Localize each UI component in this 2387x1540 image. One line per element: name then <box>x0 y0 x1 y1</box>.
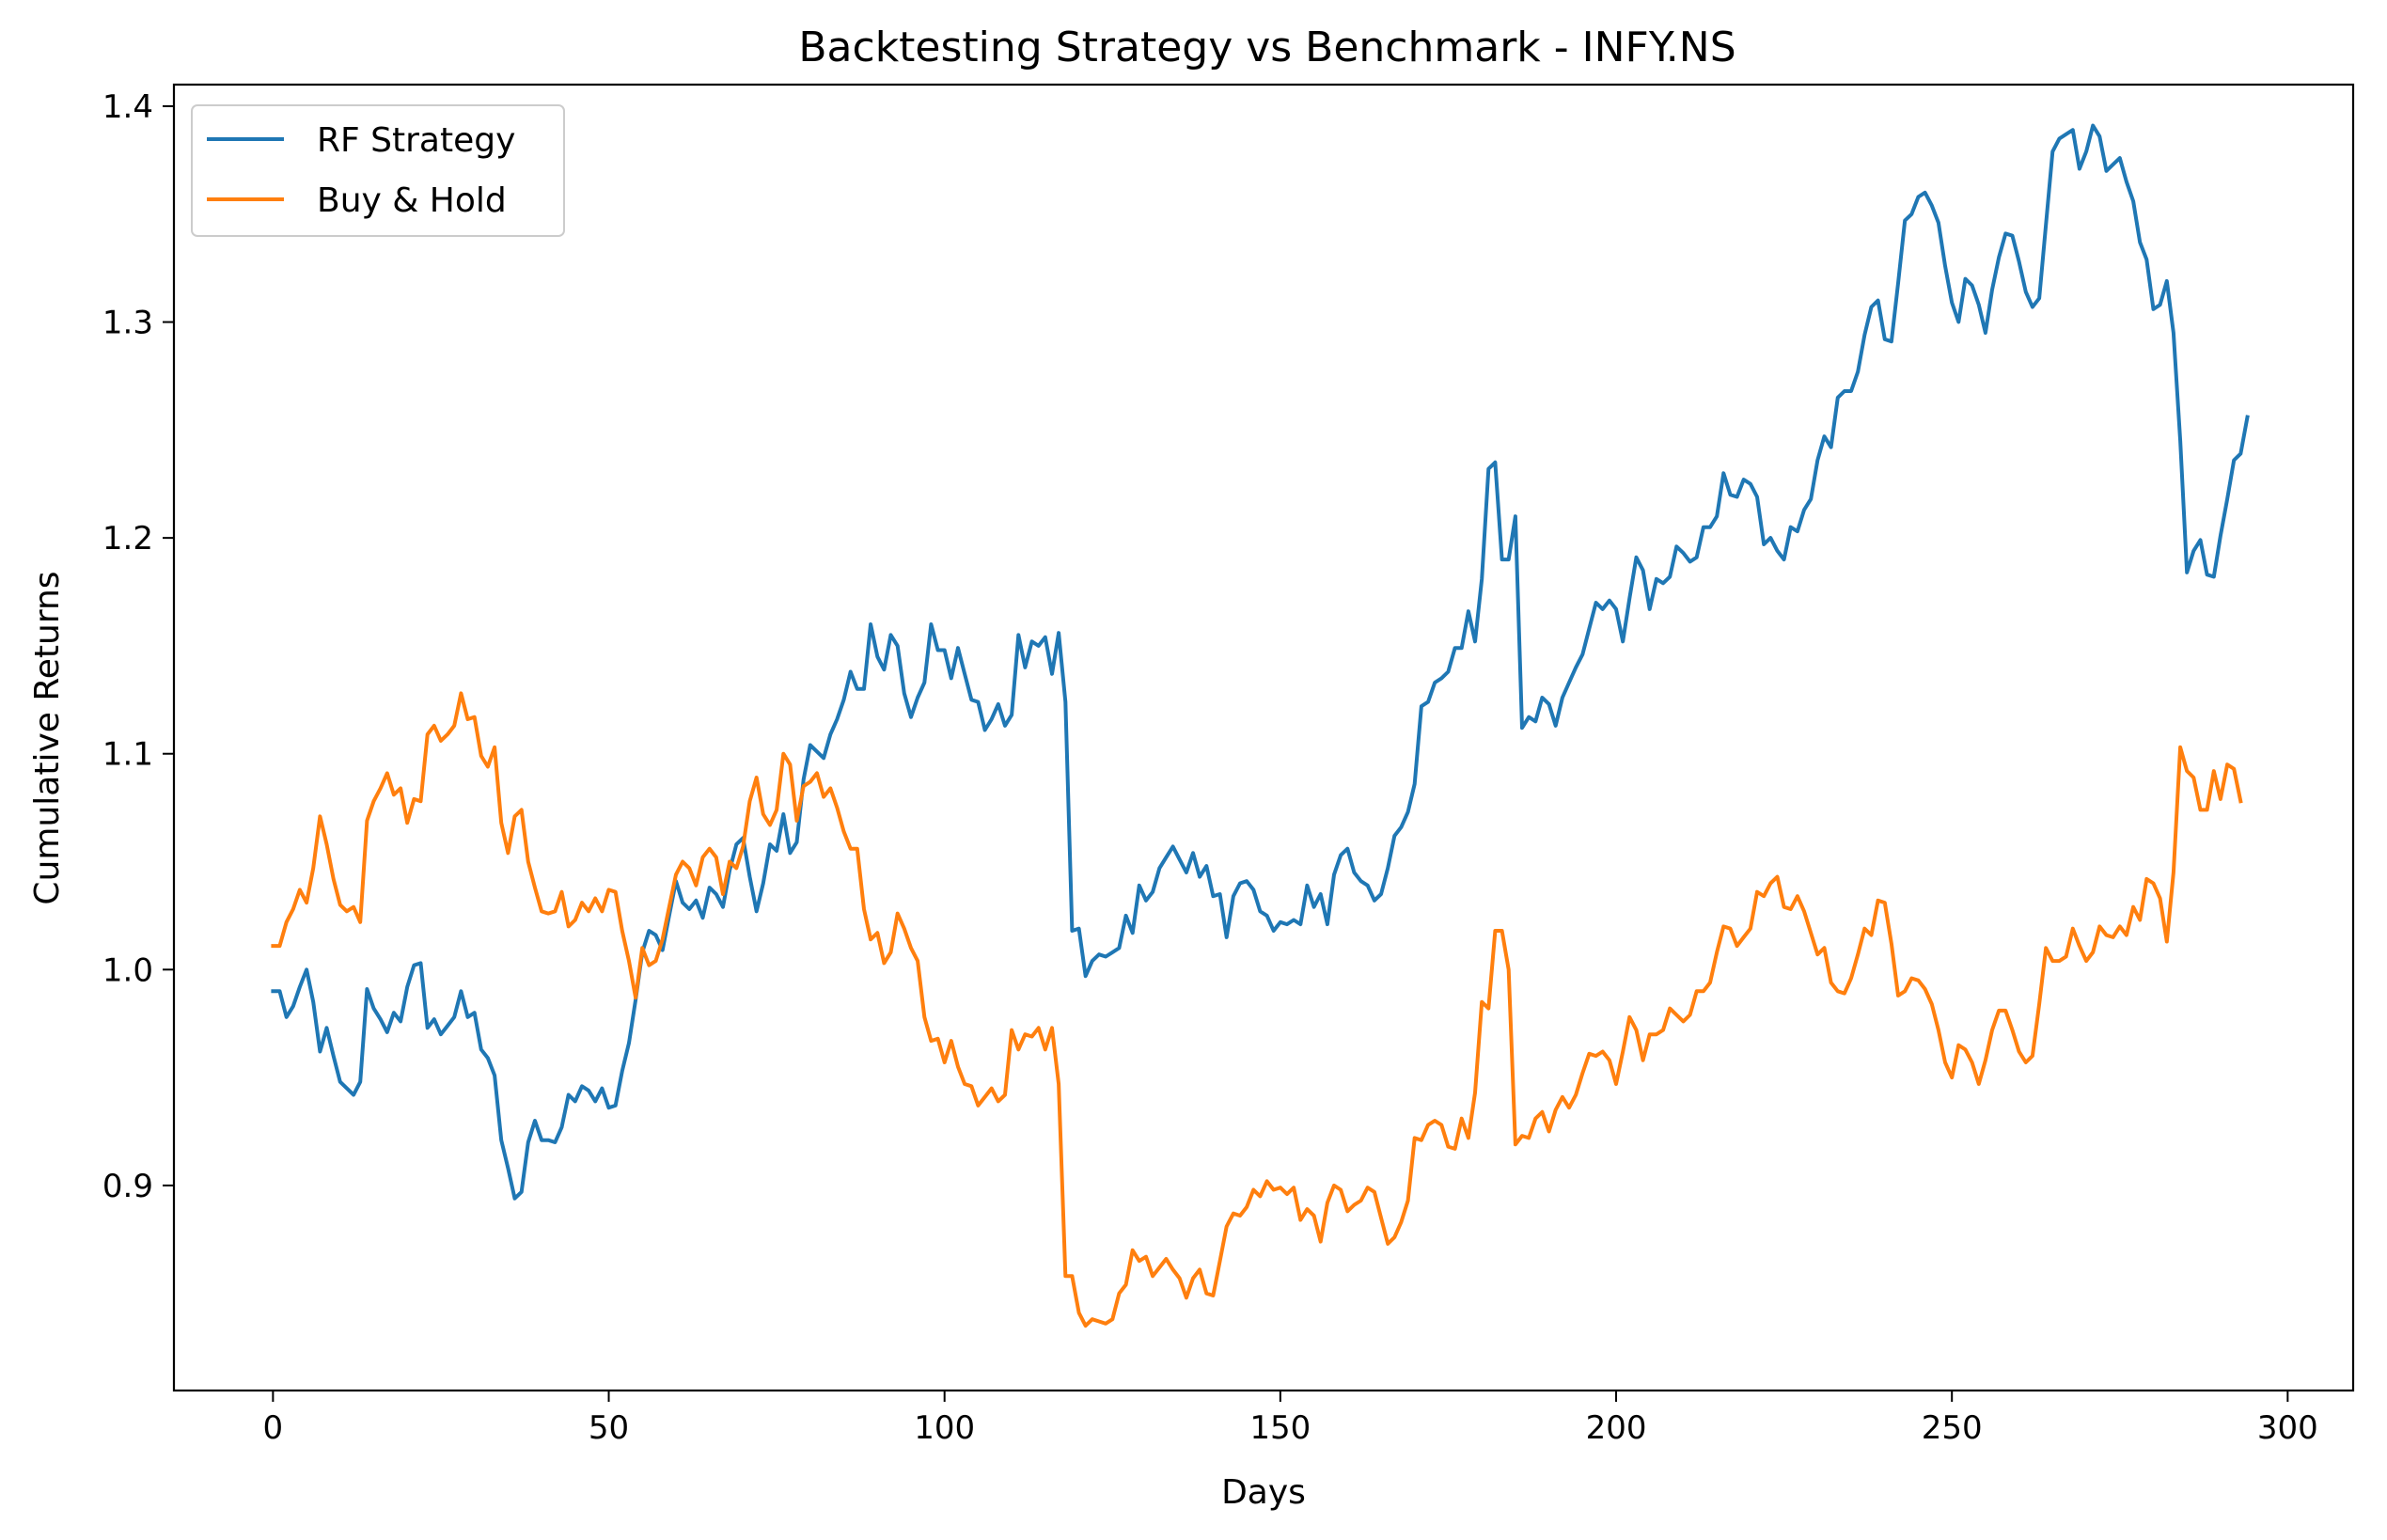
legend: RF Strategy Buy & Hold <box>191 104 565 237</box>
x-tick-label: 250 <box>1922 1409 1983 1447</box>
y-tick-label: 1.0 <box>102 951 153 989</box>
y-axis-label: Cumulative Returns <box>28 571 67 904</box>
y-tick-label: 1.4 <box>102 88 153 126</box>
x-axis-label: Days <box>1221 1473 1306 1512</box>
legend-label-buy-and-hold: Buy & Hold <box>317 181 507 220</box>
x-tick-label: 200 <box>1586 1409 1647 1447</box>
x-tick-label: 100 <box>914 1409 975 1447</box>
x-tick-label: 50 <box>589 1409 629 1447</box>
y-tick-label: 1.1 <box>102 736 153 774</box>
legend-label-rf-strategy: RF Strategy <box>317 121 515 160</box>
x-tick-label: 150 <box>1249 1409 1311 1447</box>
series-line-rf-strategy <box>271 123 2250 1201</box>
x-tick-label: 0 <box>263 1409 284 1447</box>
y-axis: 0.9 1.0 1.1 1.2 1.3 1.4 <box>102 88 174 1205</box>
legend-box <box>191 104 565 237</box>
y-tick-label: 1.3 <box>102 305 153 342</box>
x-axis: 0 50 100 150 200 250 300 <box>263 1391 2318 1447</box>
chart-title: Backtesting Strategy vs Benchmark - INFY… <box>798 24 1735 71</box>
plot-area <box>172 83 2355 1392</box>
series-layer <box>271 123 2250 1328</box>
y-tick-label: 0.9 <box>102 1168 153 1205</box>
x-tick-label: 300 <box>2257 1409 2318 1447</box>
series-line-buy-and-hold <box>271 691 2243 1328</box>
y-tick-label: 1.2 <box>102 520 153 558</box>
